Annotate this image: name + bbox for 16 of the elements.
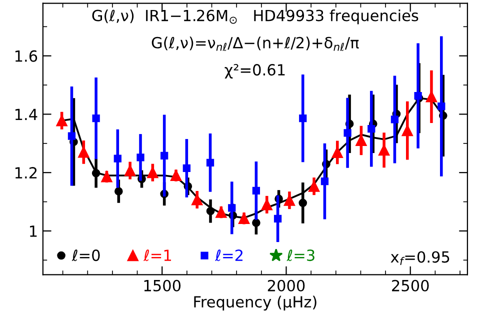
annotation: χ²=0.61	[224, 64, 285, 79]
legend-label: ℓ=0	[72, 250, 100, 262]
x-tick-label: 2500	[392, 280, 429, 292]
x-tick-label: 1500	[144, 280, 181, 292]
x-tick-label: 2000	[268, 280, 305, 292]
y-tick-label: 1.4	[15, 108, 38, 120]
y-tick-label: 1.6	[15, 50, 38, 62]
text: G(ℓ,ν) IR1−1.26M$_{⊙}$ HD49933 frequencies	[92, 9, 418, 24]
legend-label: ℓ=3	[286, 250, 314, 262]
y-tick-label: 1.2	[15, 167, 37, 178]
legend-label: ℓ=2	[214, 250, 242, 262]
annotation: G(ℓ,ν)=ν$_{nℓ}$/Δ−(n+ℓ/2)+δ$_{nℓ}$/π	[152, 36, 359, 51]
annotation: x$_{f}$=0.95	[390, 251, 450, 266]
y-tick-label: 1	[30, 226, 37, 237]
x-axis-title: Frequency (μHz)	[194, 296, 316, 311]
legend-label: ℓ=1	[143, 250, 171, 262]
